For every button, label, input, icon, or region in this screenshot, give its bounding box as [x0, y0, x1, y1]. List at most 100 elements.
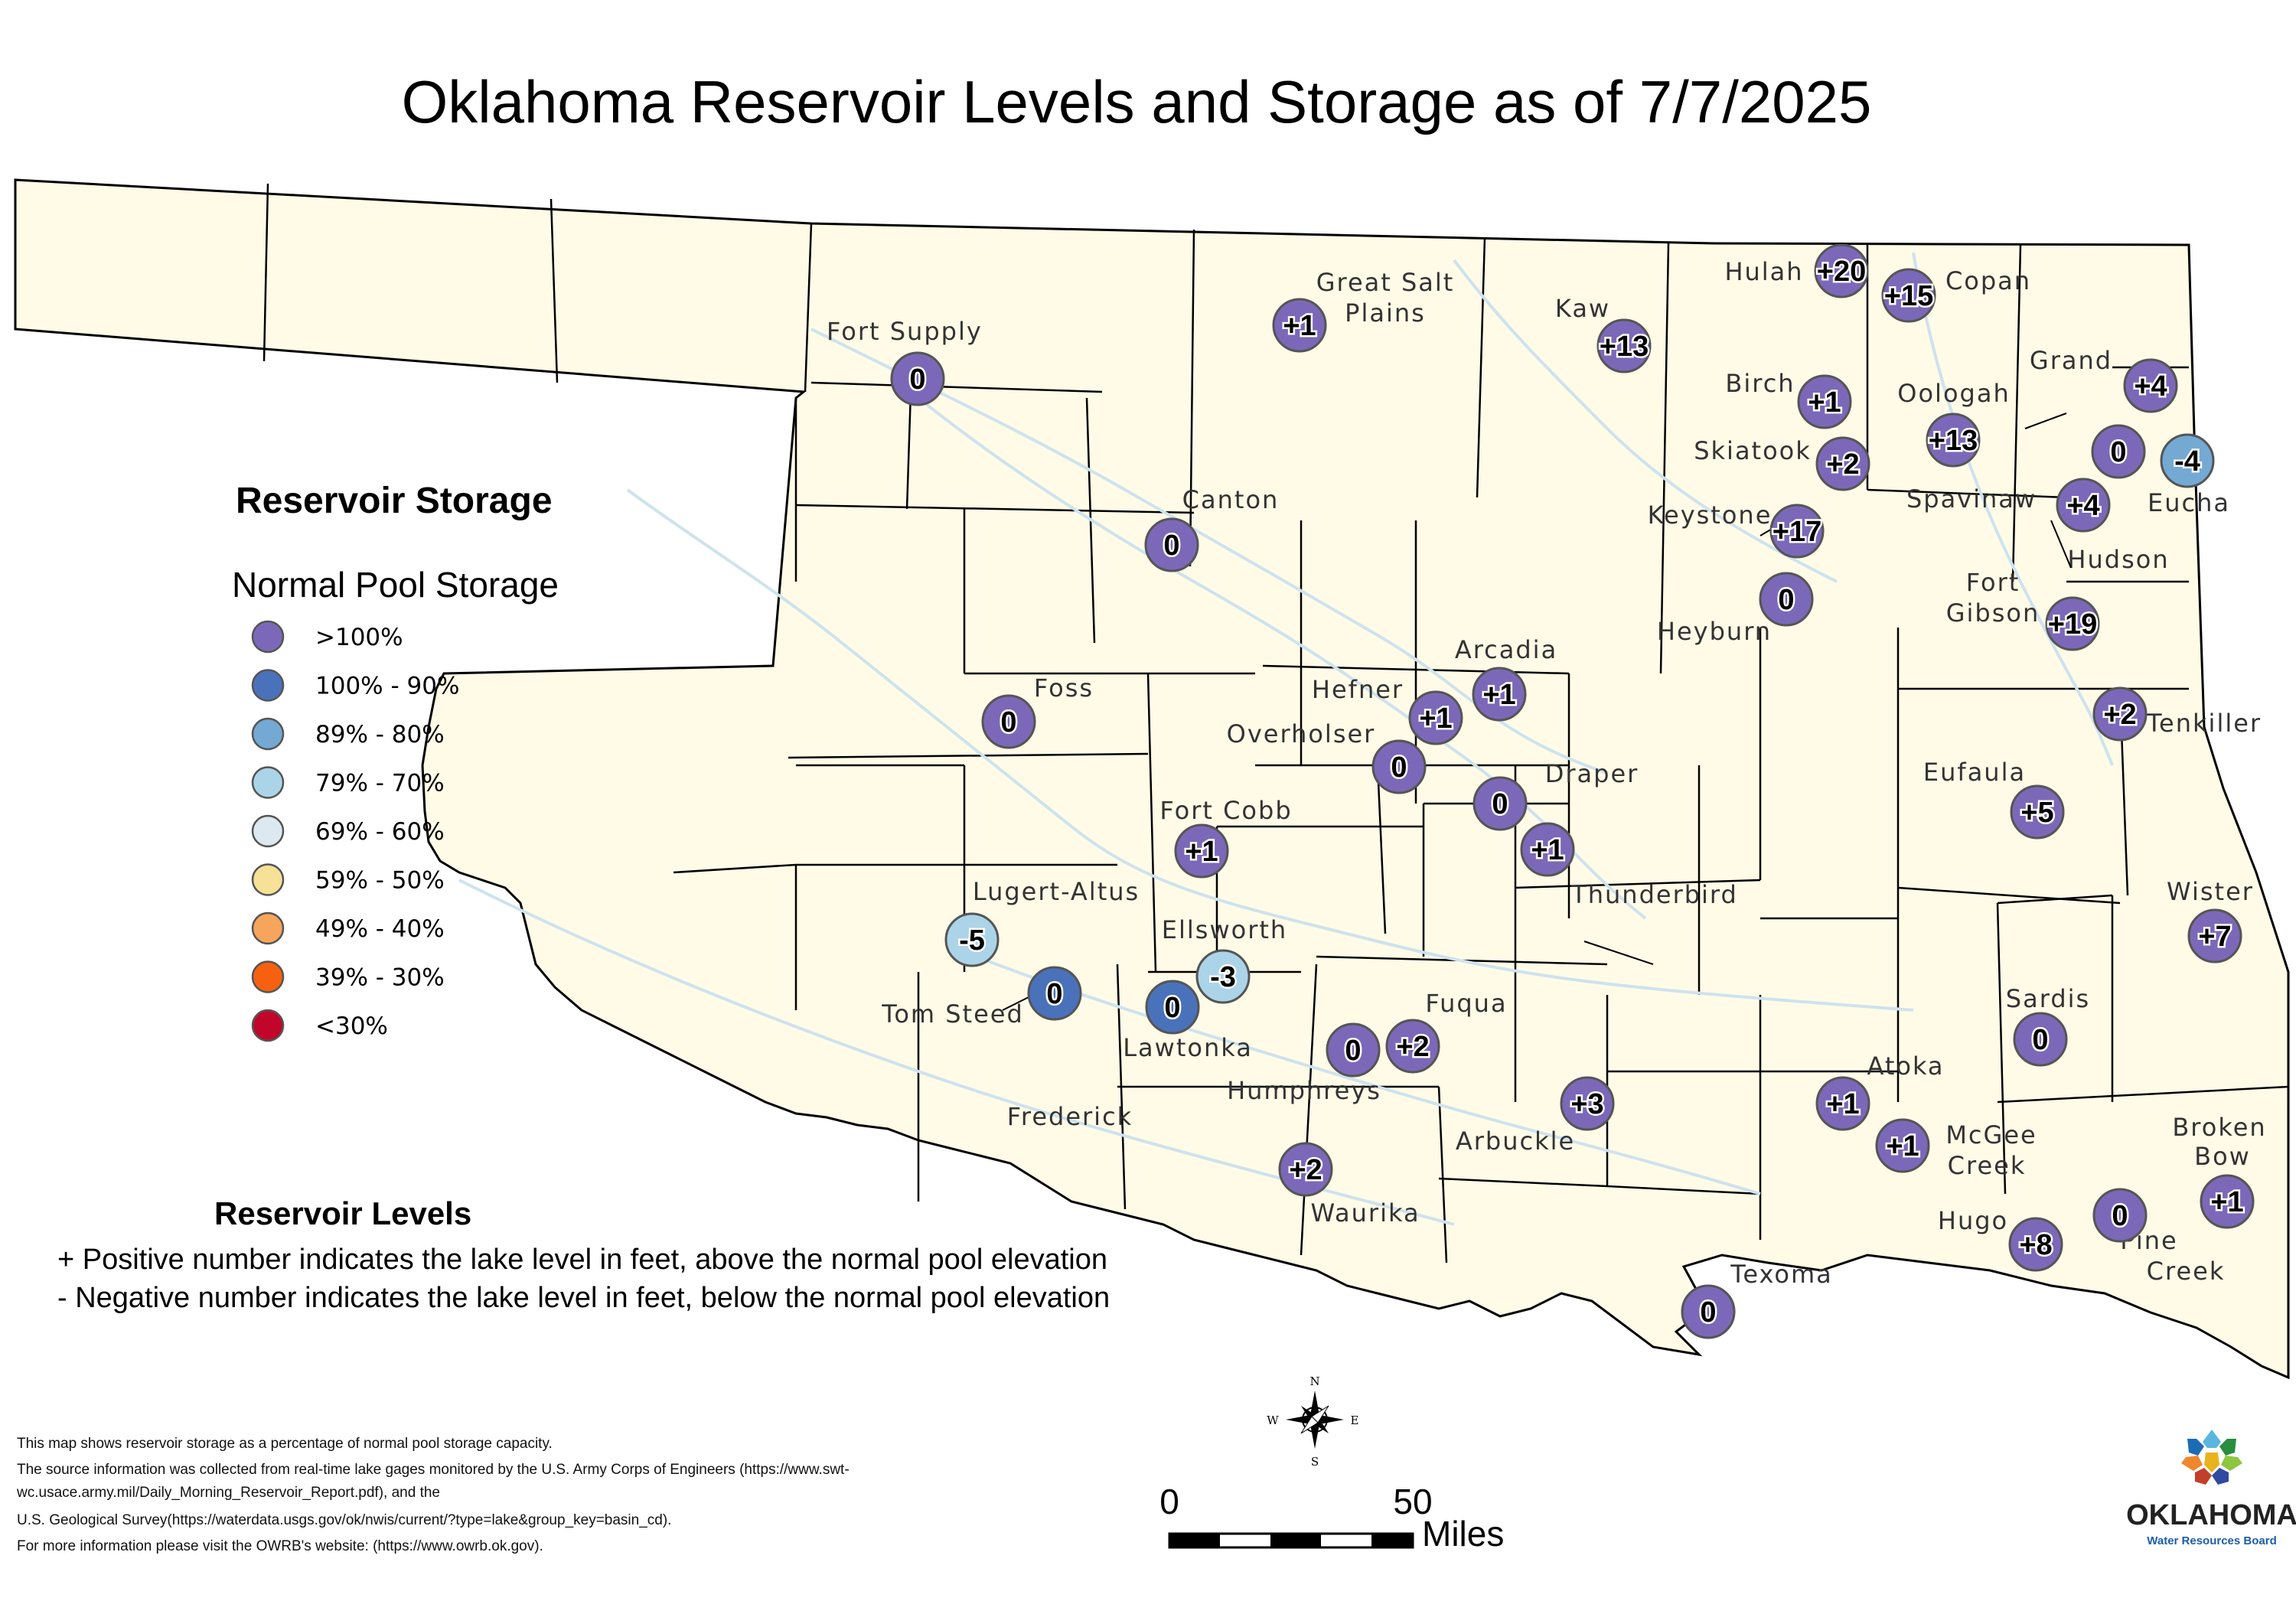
reservoir-marker-keystone: +17: [1769, 504, 1825, 559]
scale-unit: Miles: [1422, 1514, 1504, 1554]
marker-circle: [1875, 1118, 1930, 1173]
compass-e: E: [1351, 1414, 1359, 1427]
marker-circle: [1272, 298, 1327, 353]
reservoir-marker-ellsworth: -3: [1195, 949, 1251, 1004]
reservoir-marker-arcadia: +1: [1472, 667, 1527, 722]
reservoir-marker-canton: 0: [1144, 517, 1199, 572]
marker-level: 0: [1163, 530, 1179, 562]
marker-level: +1: [1808, 386, 1841, 419]
legend-swatch: [251, 911, 285, 945]
legend-item: 49% - 40%: [251, 911, 445, 945]
reservoir-marker-skiatook: +2: [1815, 436, 1870, 491]
map-title: Oklahoma Reservoir Levels and Storage as…: [402, 68, 1872, 135]
compass-s: S: [1311, 1455, 1319, 1469]
reservoir-marker-fort-gibson: +19: [2045, 596, 2100, 651]
owrb-logo-icon: [2181, 1430, 2242, 1485]
marker-level: 0: [1046, 978, 1062, 1010]
marker-circle: [1195, 949, 1251, 1004]
reservoir-marker-eucha: -4: [2160, 433, 2215, 488]
county-line: [1437, 1086, 1448, 1264]
reservoir-marker-tom-steed: 0: [1027, 966, 1082, 1021]
marker-circle: [1815, 1076, 1870, 1131]
county-line: [1867, 488, 2067, 499]
reservoir-marker-atoka: +1: [1815, 1076, 1870, 1131]
marker-level: +1: [1419, 703, 1452, 735]
marker-level: 0: [2112, 1200, 2128, 1232]
marker-circle: [944, 912, 1000, 967]
reservoir-marker-humphreys: 0: [1326, 1022, 1381, 1078]
county-line: [1659, 243, 1670, 674]
lake-label-eufaula: Eufaula: [1923, 758, 2026, 787]
marker-circle: [2091, 424, 2146, 479]
legend-swatch: [251, 766, 285, 799]
marker-level: +2: [2103, 699, 2136, 731]
leader-line: [1583, 941, 1654, 965]
reservoir-marker-thunderbird: +1: [1520, 822, 1575, 877]
marker-level: -5: [959, 924, 985, 957]
lake-label-lugert-altus: Lugert-Altus: [973, 877, 1140, 906]
legend-label: 59% - 50%: [315, 867, 445, 895]
leader-line: [2024, 412, 2067, 429]
source-line: The source information was collected fro…: [17, 1462, 850, 1478]
marker-level: +1: [2210, 1186, 2243, 1218]
reservoir-marker-great-salt-plains: +1: [1272, 298, 1327, 353]
marker-circle: [1797, 374, 1852, 429]
reservoir-marker-texoma: 0: [1681, 1284, 1736, 1339]
lake-label-draper: Draper: [1545, 759, 1639, 788]
county-line: [1438, 1177, 1608, 1188]
marker-level: +5: [2020, 797, 2053, 829]
compass-n: N: [1309, 1374, 1319, 1388]
marker-level: +1: [1283, 310, 1316, 342]
reservoir-marker-hugo: +8: [2008, 1217, 2063, 1272]
marker-level: 0: [1000, 706, 1016, 739]
levels-note-negative: - Negative number indicates the lake lev…: [57, 1282, 1110, 1314]
county-line: [905, 391, 912, 510]
lake-label-arcadia: Arcadia: [1455, 635, 1557, 664]
legend-item: 89% - 80%: [251, 717, 445, 751]
marker-level: +1: [1886, 1130, 1919, 1162]
reservoir-marker-grand: +4: [2123, 358, 2178, 413]
reservoir-marker-arbuckle: +3: [1560, 1076, 1615, 1131]
lake-label-waurika: Waurika: [1310, 1198, 1420, 1228]
legend-item: 59% - 50%: [251, 863, 445, 896]
marker-circle: [2045, 596, 2100, 651]
reservoir-marker-broken-bow: +1: [2200, 1174, 2255, 1229]
county-line: [1897, 886, 2121, 905]
owrb-logo: OKLAHOMA Water Resources Board: [2126, 1430, 2296, 1547]
marker-level: 0: [1345, 1035, 1361, 1067]
marker-circle: [2056, 478, 2111, 533]
marker-level: -3: [1210, 961, 1236, 993]
lake-label-hulah: Hulah: [1724, 257, 1803, 286]
legend-label: >100%: [315, 624, 403, 651]
marker-circle: [1472, 667, 1527, 722]
compass-w: W: [1267, 1414, 1279, 1427]
legend-label: 39% - 30%: [315, 964, 445, 992]
river-line: [1912, 252, 2114, 766]
marker-level: +1: [1482, 679, 1515, 711]
lake-label-canton: Canton: [1182, 485, 1280, 514]
compass-rose-icon: N S E W: [1267, 1374, 1358, 1469]
marker-circle: [1371, 739, 1427, 794]
marker-level: 0: [1778, 584, 1794, 616]
county-line: [1997, 1085, 2289, 1104]
county-line: [1376, 765, 1387, 934]
lake-label-humphreys: Humphreys: [1227, 1076, 1381, 1105]
lake-label-broken-bow: Broken Bow: [2172, 1113, 2266, 1171]
county-line: [1606, 1185, 1761, 1195]
marker-circle: [981, 694, 1036, 749]
county-line: [673, 863, 797, 874]
leader-line: [2050, 520, 2072, 569]
legend-swatch: [251, 620, 285, 654]
county-line: [550, 198, 559, 383]
legend-item: 100% - 90%: [251, 669, 459, 702]
lake-label-lawtonka: Lawtonka: [1123, 1033, 1253, 1062]
legend-label: 69% - 60%: [315, 818, 445, 846]
marker-level: 0: [2110, 436, 2126, 468]
county-line: [810, 381, 1103, 393]
lake-label-oologah: Oologah: [1897, 379, 2010, 408]
lake-label-foss: Foss: [1034, 673, 1094, 703]
legend-swatch: [251, 863, 285, 896]
legend-swatch: [251, 960, 285, 993]
marker-circle: [1560, 1076, 1615, 1131]
reservoir-marker-kaw: +13: [1596, 318, 1652, 373]
